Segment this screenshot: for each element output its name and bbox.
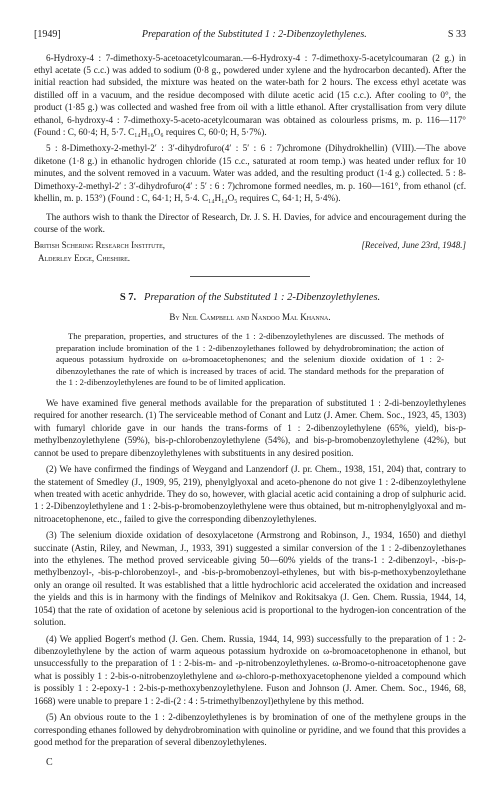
- body-paragraph-3: (3) The selenium dioxide oxidation of de…: [34, 529, 466, 628]
- section-number: S 7.: [120, 292, 136, 303]
- received-date: [Received, June 23rd, 1948.]: [361, 239, 466, 263]
- body-paragraph-1: We have examined five general methods av…: [34, 397, 466, 459]
- institute-block: British Schering Research Institute, Ald…: [34, 239, 466, 263]
- top-paragraph-1: 6-Hydroxy-4 : 7-dimethoxy-5-acetoacetylc…: [34, 52, 466, 139]
- section-title: S 7. Preparation of the Substituted 1 : …: [34, 291, 466, 305]
- running-header: [1949] Preparation of the Substituted 1 …: [34, 28, 466, 42]
- acknowledgement: The authors wish to thank the Director o…: [34, 211, 466, 236]
- body-paragraph-4: (4) We applied Bogert's method (J. Gen. …: [34, 633, 466, 708]
- signature-letter: C: [46, 756, 466, 770]
- authors: By Neil Campbell and Nandoo Mal Khanna.: [34, 311, 466, 323]
- body-paragraph-2: (2) We have confirmed the findings of We…: [34, 463, 466, 525]
- header-page: S 33: [448, 28, 466, 42]
- body-paragraph-5: (5) An obvious route to the 1 : 2-dibenz…: [34, 711, 466, 748]
- top-paragraph-2: 5 : 8-Dimethoxy-2-methyl-2′ : 3′-dihydro…: [34, 142, 466, 204]
- section-heading: Preparation of the Substituted 1 : 2-Dib…: [144, 292, 380, 303]
- abstract: The preparation, properties, and structu…: [56, 331, 444, 389]
- header-title: Preparation of the Substituted 1 : 2-Dib…: [142, 28, 367, 42]
- institute-address: British Schering Research Institute, Ald…: [34, 239, 165, 263]
- header-year: [1949]: [34, 28, 61, 42]
- section-divider: [190, 276, 311, 277]
